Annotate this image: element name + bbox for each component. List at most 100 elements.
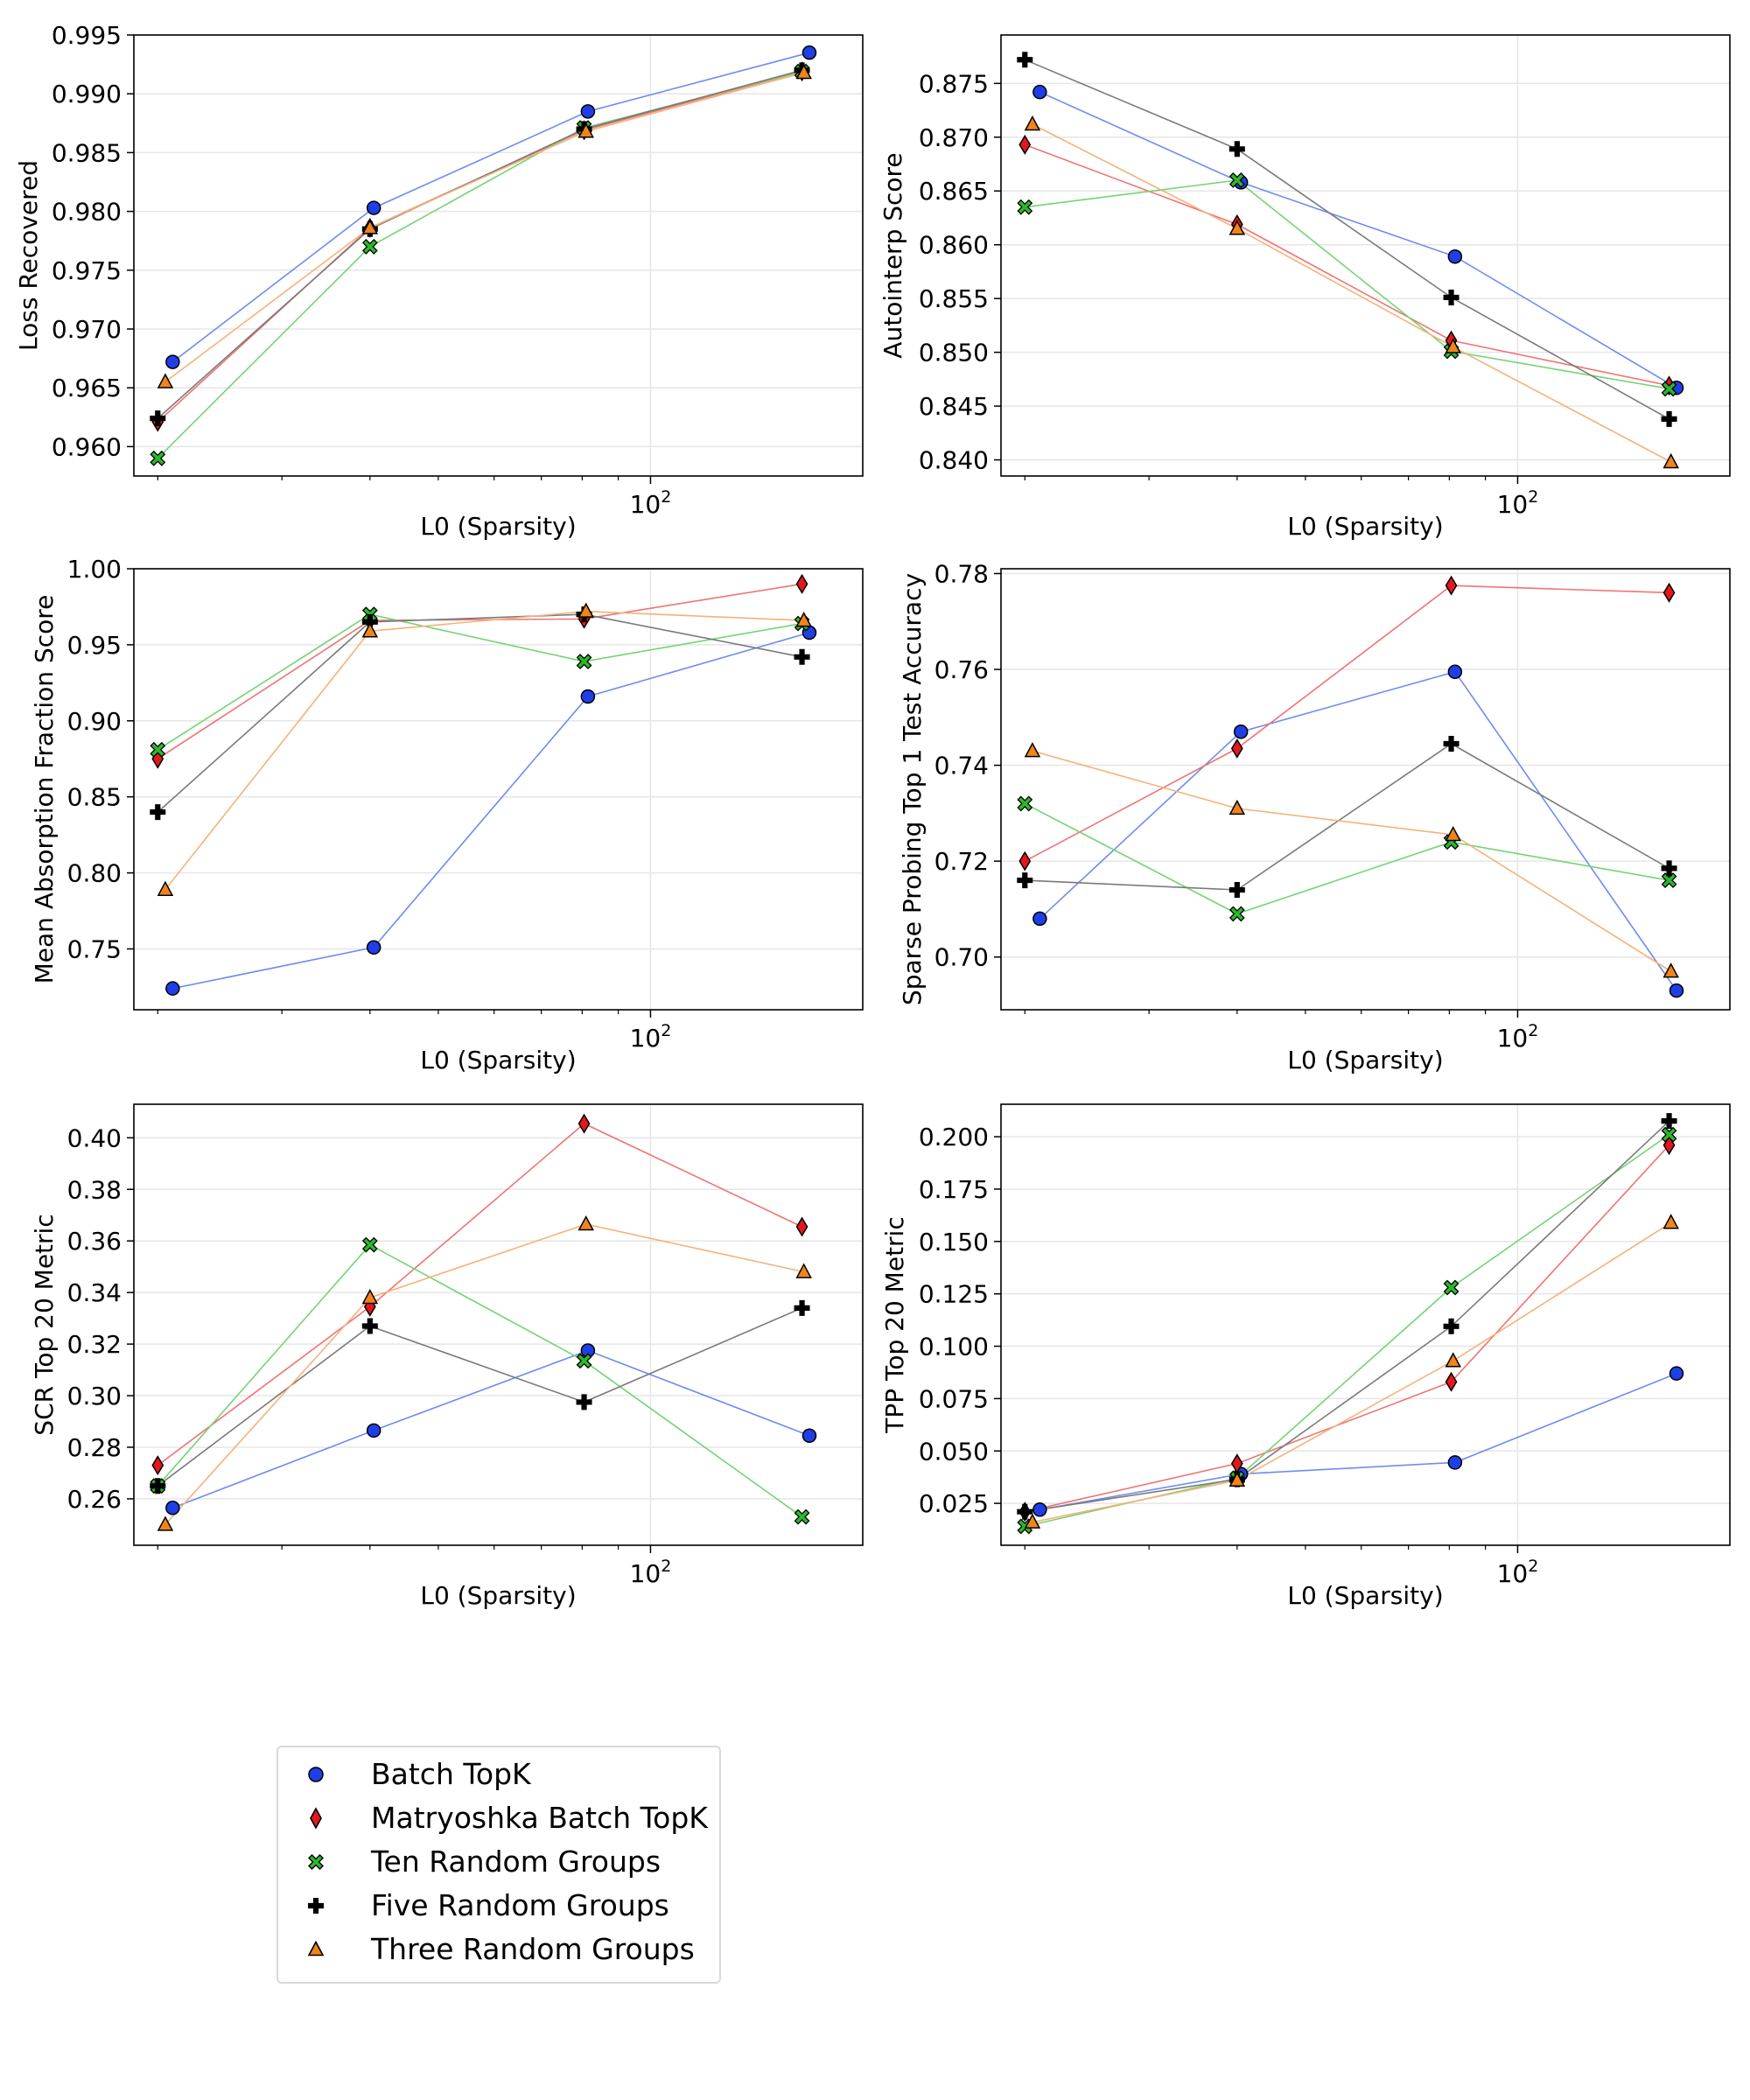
data-point-ten_random (1661, 381, 1677, 397)
series-line-ten_random (157, 1243, 803, 1518)
y-tick-label: 0.865 (919, 177, 989, 206)
series-line-matryoshka (157, 583, 802, 760)
series-line-matryoshka (1024, 584, 1670, 862)
x-axis-label: L0 (Sparsity) (420, 1581, 576, 1610)
y-tick-label: 0.85 (67, 783, 122, 812)
plot-frame (133, 34, 864, 477)
circle-marker-icon (308, 1767, 324, 1782)
data-point-batch_topk (165, 354, 180, 369)
y-tick-label: 0.125 (919, 1280, 989, 1309)
y-tick-label: 0.78 (934, 559, 989, 588)
x-axis-label: L0 (Sparsity) (1287, 512, 1443, 541)
data-point-five_random (794, 648, 810, 665)
x-axis-label: L0 (Sparsity) (420, 1046, 576, 1074)
y-tick-label: 0.74 (934, 752, 989, 780)
y-tick-label: 0.075 (919, 1384, 989, 1413)
y-tick-label: 0.850 (919, 339, 989, 368)
data-point-three_random (157, 1516, 174, 1531)
x-axis-label: L0 (Sparsity) (1287, 1581, 1443, 1610)
data-point-three_random (1445, 1352, 1461, 1368)
data-point-three_random (578, 122, 594, 138)
y-tick-label: 1.00 (67, 555, 122, 584)
data-point-three_random (1024, 115, 1041, 131)
y-tick-label: 0.860 (919, 231, 989, 260)
y-tick-label: 0.970 (52, 315, 122, 344)
data-point-batch_topk (165, 981, 180, 996)
plot-frame (133, 568, 864, 1011)
legend: Batch TopK Matryoshka Batch TopK Ten Ran… (276, 1746, 721, 1984)
chart-panel-3: 0.75 0.80 0.85 0.90 0.95 1.00 102 L0 (Sparsity)… (30, 555, 864, 1074)
data-point-ten_random (361, 239, 378, 255)
data-points (150, 1113, 817, 1531)
legend-item-batch-topk: Batch TopK (278, 1753, 719, 1796)
data-point-batch_topk (366, 940, 382, 955)
chart-panel-5: 0.26 0.28 0.30 0.32 0.34 0.36 0.38 0.40 102 L0 (S… (30, 1103, 864, 1610)
data-point-three_random (1662, 452, 1679, 469)
data-point-ten_random (150, 741, 166, 758)
data-point-five_random (150, 804, 166, 821)
data-points (1017, 575, 1684, 998)
data-point-ten_random (1017, 795, 1033, 812)
series-line-three_random (1032, 1222, 1672, 1523)
y-tick-label: 0.38 (67, 1175, 122, 1204)
y-tick-label: 0.875 (919, 69, 989, 98)
series-line-five_random (157, 613, 802, 813)
data-point-matryoshka (1018, 850, 1032, 872)
data-point-batch_topk (1447, 1455, 1463, 1470)
series-line-five_random (1024, 59, 1670, 420)
y-tick-label: 0.840 (919, 446, 989, 475)
y-tick-label: 0.870 (919, 123, 989, 152)
data-point-batch_topk (1669, 983, 1684, 998)
series-lines (157, 583, 810, 990)
series-lines (1025, 1120, 1677, 1528)
y-tick-label: 0.30 (67, 1382, 122, 1410)
y-tick-label: 0.975 (52, 256, 122, 285)
gridlines (1001, 35, 1730, 476)
data-point-ten_random (1228, 172, 1245, 188)
y-axis-label: Autointerp Score (878, 152, 907, 358)
data-point-matryoshka (1445, 575, 1458, 596)
series-line-matryoshka (1025, 1144, 1670, 1513)
y-tick-label: 0.36 (67, 1227, 122, 1256)
data-point-batch_topk (580, 104, 596, 119)
series-line-batch_topk (1040, 1372, 1677, 1511)
legend-item-matryoshka: Matryoshka Batch TopK (278, 1796, 719, 1840)
gridlines (134, 1104, 863, 1545)
data-point-ten_random (1017, 199, 1033, 215)
x-tick-label: 102 (1497, 1557, 1539, 1588)
x-marker-icon (308, 1854, 324, 1870)
legend-item-five-random: Five Random Groups (278, 1884, 719, 1928)
data-point-batch_topk (1447, 248, 1463, 264)
plus-marker-icon (308, 1898, 324, 1914)
x-tick-label: 102 (630, 1021, 672, 1053)
series-lines (1024, 584, 1677, 991)
x-axis-label: L0 (Sparsity) (1287, 1046, 1443, 1074)
series-lines (157, 52, 810, 459)
y-tick-label: 0.76 (934, 655, 989, 684)
data-point-three_random (1662, 1214, 1679, 1229)
series-line-three_random (164, 1223, 804, 1525)
legend-label: Matryoshka Batch TopK (371, 1801, 708, 1835)
data-point-matryoshka (578, 1113, 591, 1134)
data-point-five_random (1228, 141, 1245, 158)
series-line-matryoshka (157, 1123, 802, 1466)
data-point-three_random (578, 602, 594, 618)
data-point-five_random (1017, 1503, 1033, 1520)
data-point-five_random (1017, 872, 1033, 889)
series-line-three_random (164, 610, 804, 891)
y-tick-label: 0.200 (919, 1123, 989, 1152)
legend-item-three-random: Three Random Groups (278, 1928, 719, 1971)
y-tick-label: 0.40 (67, 1124, 122, 1152)
y-axis-label: TPP Top 20 Metric (880, 1216, 909, 1434)
y-tick-label: 0.025 (919, 1489, 989, 1518)
series-line-ten_random (1024, 802, 1670, 915)
plot-frame (133, 1103, 864, 1546)
y-tick-label: 0.26 (67, 1485, 122, 1514)
series-line-batch_topk (1039, 670, 1677, 991)
x-tick-exponent: 2 (661, 1021, 671, 1040)
x-tick-label: 102 (1497, 1021, 1539, 1053)
x-tick-label: 102 (630, 1557, 672, 1588)
legend-label: Ten Random Groups (371, 1844, 662, 1879)
data-point-ten_random (1228, 906, 1245, 922)
